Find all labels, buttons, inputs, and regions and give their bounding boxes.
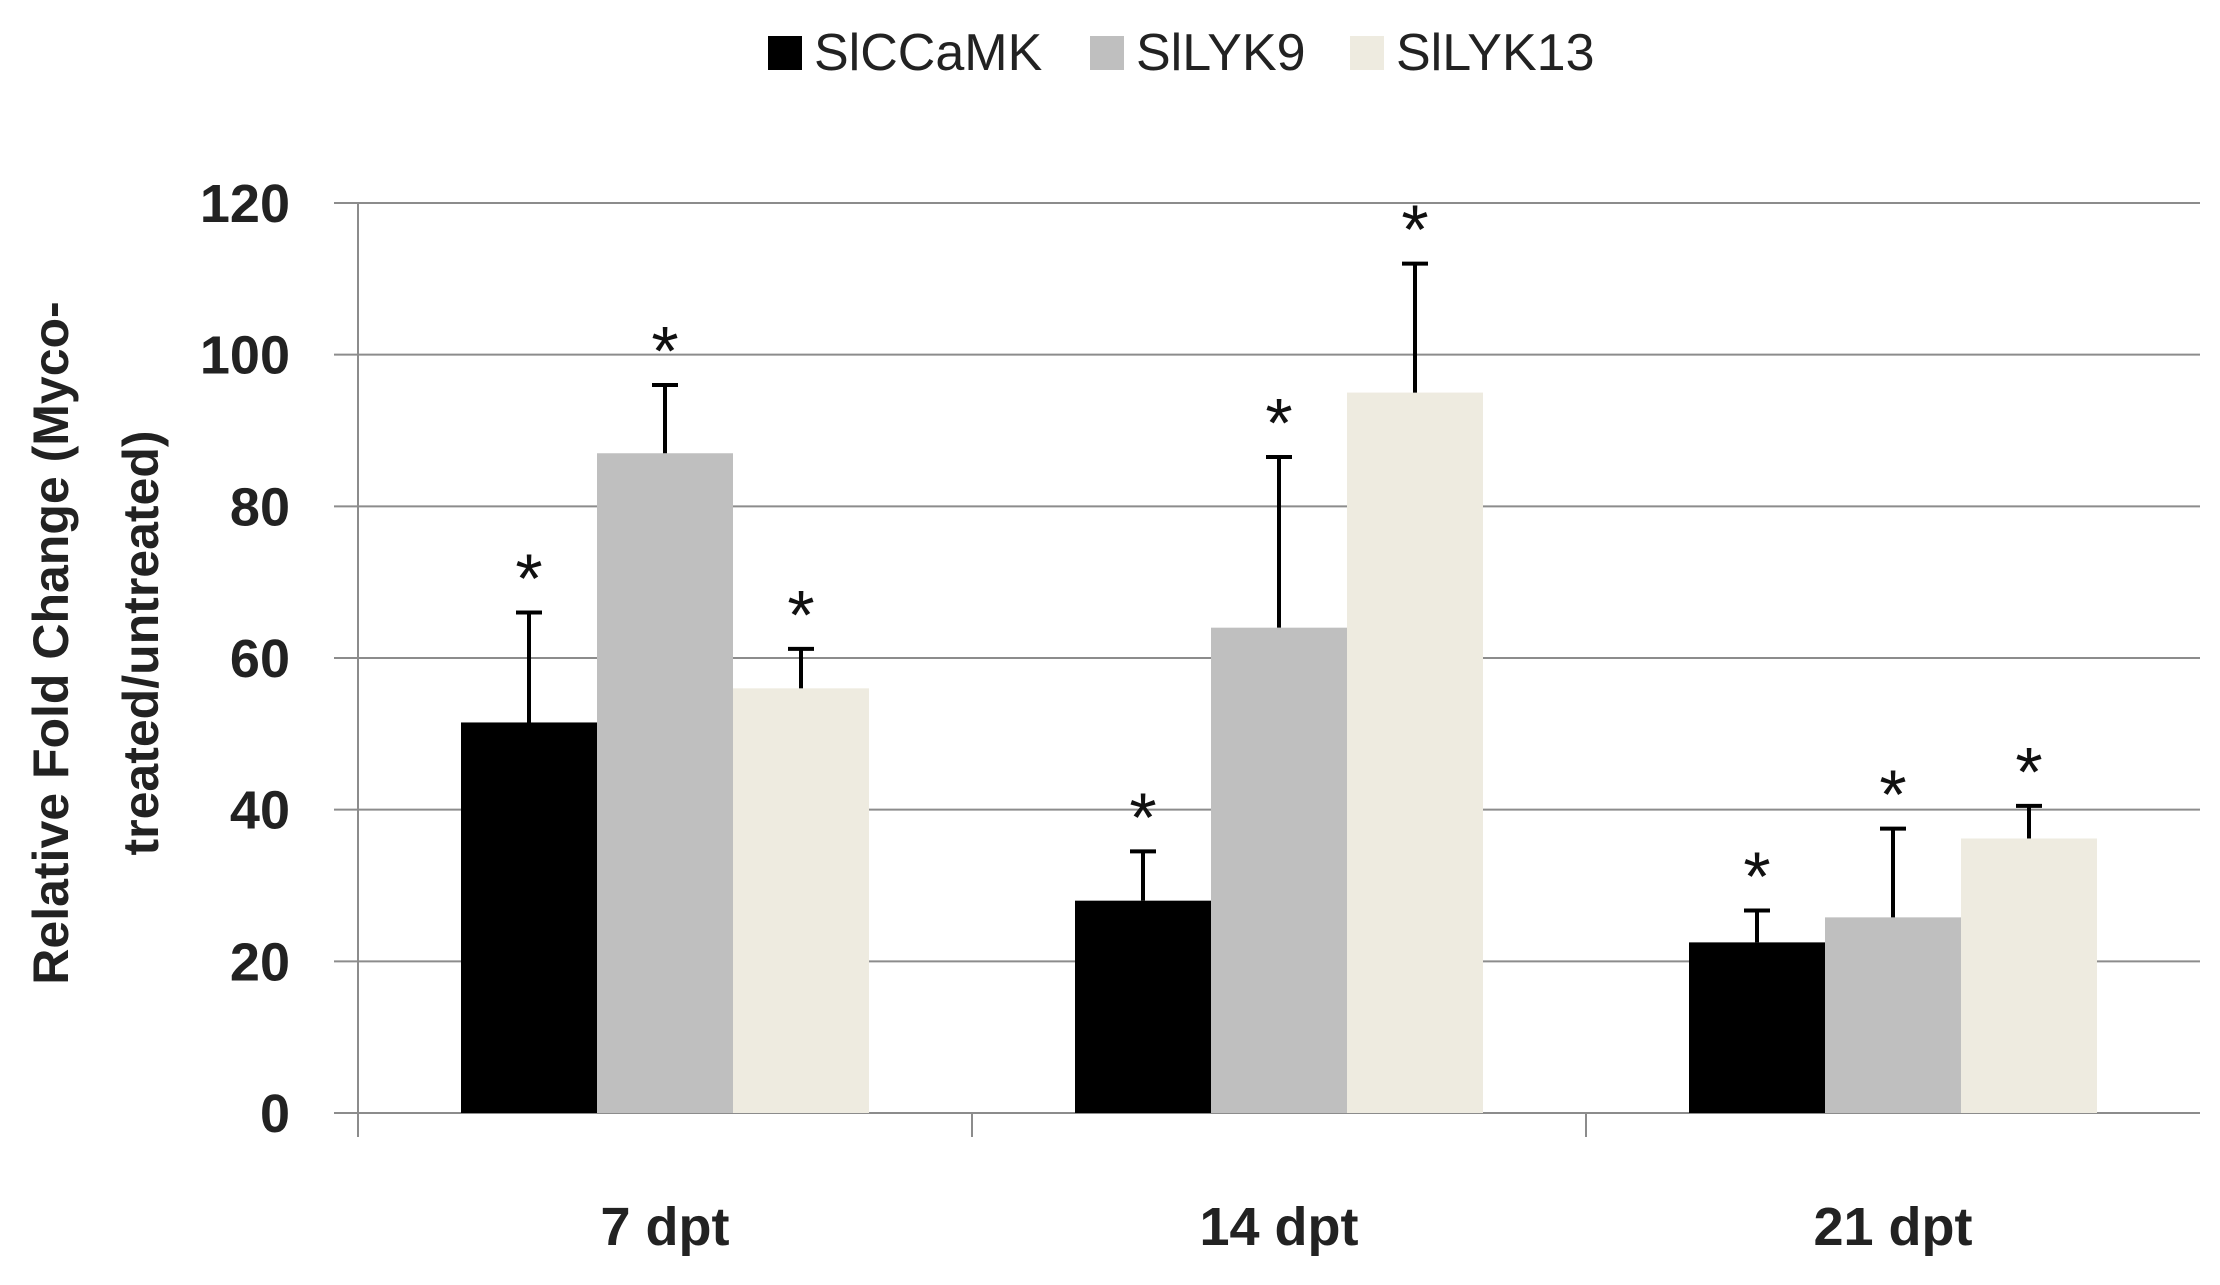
bar-SlLYK9-14-dpt [1211, 627, 1347, 1113]
x-tick-labels: 7 dpt 14 dpt 21 dpt [601, 1197, 1973, 1257]
error-bars [516, 261, 2042, 943]
significance-star-SlCCaMK-14-dpt: * [1129, 778, 1156, 856]
y-tick-label-40: 40 [230, 781, 290, 841]
legend-label-SlLYK13: SlLYK13 [1396, 24, 1595, 82]
legend-swatch-SlCCaMK [768, 36, 802, 70]
bars [461, 392, 2097, 1113]
x-tick-label-7-dpt: 7 dpt [601, 1197, 730, 1257]
significance-star-SlCCaMK-21-dpt: * [1743, 838, 1770, 916]
y-axis-label: Relative Fold Change (Myco- treated/untr… [23, 301, 169, 984]
x-tick-label-21-dpt: 21 dpt [1813, 1197, 1972, 1257]
significance-markers: * * * * * * * * * [515, 191, 2042, 916]
y-tick-label-80: 80 [230, 477, 290, 537]
bar-SlLYK9-7-dpt [597, 453, 733, 1113]
significance-star-SlLYK13-21-dpt: * [2015, 733, 2042, 811]
significance-star-SlCCaMK-7-dpt: * [515, 540, 542, 618]
bar-SlLYK13-7-dpt [733, 688, 869, 1113]
significance-star-SlLYK9-14-dpt: * [1265, 384, 1292, 462]
x-tick-label-14-dpt: 14 dpt [1199, 1197, 1358, 1257]
y-tick-label-0: 0 [260, 1084, 290, 1144]
bar-SlLYK9-21-dpt [1825, 917, 1961, 1113]
y-axis-label-line-1: Relative Fold Change (Myco- [23, 301, 79, 984]
y-tick-label-20: 20 [230, 932, 290, 992]
y-tick-label-60: 60 [230, 629, 290, 689]
significance-star-SlLYK9-7-dpt: * [651, 312, 678, 390]
y-axis-label-line-2: treated/untreated) [113, 430, 169, 855]
legend-label-SlCCaMK: SlCCaMK [814, 24, 1043, 82]
significance-star-SlLYK13-14-dpt: * [1401, 191, 1428, 269]
legend: SlCCaMK SlLYK9 SlLYK13 [768, 24, 1595, 82]
legend-label-SlLYK9: SlLYK9 [1136, 24, 1306, 82]
y-tick-label-120: 120 [200, 174, 290, 234]
y-tick-label-100: 100 [200, 326, 290, 386]
bar-SlLYK13-21-dpt [1961, 838, 2097, 1113]
legend-swatch-SlLYK13 [1350, 36, 1384, 70]
bar-SlLYK13-14-dpt [1347, 392, 1483, 1113]
legend-swatch-SlLYK9 [1090, 36, 1124, 70]
y-tick-labels: 0 20 40 60 80 100 120 [200, 174, 290, 1144]
bar-SlCCaMK-21-dpt [1689, 942, 1825, 1113]
significance-star-SlLYK13-7-dpt: * [787, 576, 814, 654]
bar-SlCCaMK-7-dpt [461, 722, 597, 1113]
bar-SlCCaMK-14-dpt [1075, 900, 1211, 1113]
significance-star-SlLYK9-21-dpt: * [1879, 756, 1906, 834]
